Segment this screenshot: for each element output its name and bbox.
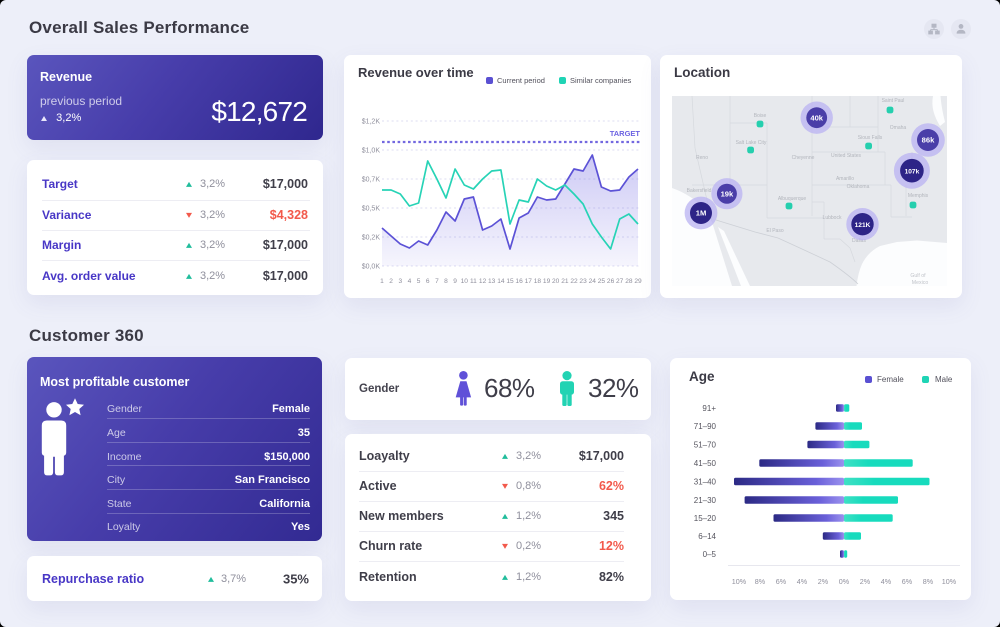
svg-text:Omaha: Omaha — [890, 125, 907, 131]
svg-text:Boise: Boise — [754, 113, 767, 119]
svg-text:29: 29 — [634, 278, 642, 285]
svg-text:$1,0K: $1,0K — [362, 148, 381, 155]
svg-text:0–5: 0–5 — [703, 550, 717, 559]
svg-text:51–70: 51–70 — [694, 440, 717, 449]
svg-text:15: 15 — [506, 278, 514, 285]
svg-text:$0,5K: $0,5K — [362, 206, 381, 213]
svg-text:Oklahoma: Oklahoma — [847, 184, 870, 190]
svg-text:6%: 6% — [902, 577, 913, 586]
svg-text:19k: 19k — [721, 189, 734, 198]
svg-text:El Paso: El Paso — [766, 228, 783, 234]
svg-text:$1,2K: $1,2K — [362, 119, 381, 126]
svg-text:3: 3 — [398, 278, 402, 285]
svg-text:6%: 6% — [776, 577, 787, 586]
svg-text:21–30: 21–30 — [694, 496, 717, 505]
svg-text:28: 28 — [625, 278, 633, 285]
svg-text:41–50: 41–50 — [694, 459, 717, 468]
svg-text:5: 5 — [417, 278, 421, 285]
svg-text:18: 18 — [534, 278, 542, 285]
svg-text:15–20: 15–20 — [694, 514, 717, 523]
svg-text:Reno: Reno — [696, 155, 708, 161]
svg-text:24: 24 — [589, 278, 597, 285]
svg-text:10: 10 — [461, 278, 469, 285]
svg-text:23: 23 — [579, 278, 587, 285]
svg-text:25: 25 — [598, 278, 606, 285]
svg-text:4: 4 — [408, 278, 412, 285]
svg-text:10%: 10% — [942, 577, 957, 586]
svg-text:Bakersfield: Bakersfield — [687, 188, 712, 194]
svg-text:86k: 86k — [922, 136, 935, 145]
svg-text:40k: 40k — [810, 113, 823, 122]
svg-text:19: 19 — [543, 278, 551, 285]
svg-text:21: 21 — [561, 278, 569, 285]
svg-text:Gulf of: Gulf of — [910, 273, 926, 279]
svg-text:9: 9 — [453, 278, 457, 285]
svg-text:10%: 10% — [732, 577, 747, 586]
svg-text:Amarillo: Amarillo — [836, 176, 854, 182]
svg-text:2%: 2% — [860, 577, 871, 586]
svg-text:Lubbock: Lubbock — [823, 215, 842, 221]
svg-text:17: 17 — [525, 278, 533, 285]
svg-text:1: 1 — [380, 278, 384, 285]
svg-text:Saint Paul: Saint Paul — [882, 98, 905, 104]
svg-text:2: 2 — [389, 278, 393, 285]
svg-text:11: 11 — [470, 278, 477, 285]
svg-text:31–40: 31–40 — [694, 477, 717, 486]
svg-text:$0,2K: $0,2K — [362, 235, 381, 242]
svg-text:4%: 4% — [797, 577, 808, 586]
svg-text:$0,7K: $0,7K — [362, 177, 381, 184]
svg-text:6–14: 6–14 — [698, 532, 716, 541]
svg-text:12: 12 — [479, 278, 487, 285]
svg-text:United States: United States — [831, 153, 862, 159]
svg-text:13: 13 — [488, 278, 496, 285]
svg-text:20: 20 — [552, 278, 560, 285]
svg-text:1M: 1M — [696, 209, 707, 218]
svg-text:Mexico: Mexico — [912, 280, 929, 286]
svg-text:8%: 8% — [923, 577, 934, 586]
svg-text:91+: 91+ — [702, 404, 716, 413]
svg-text:22: 22 — [570, 278, 578, 285]
svg-text:121K: 121K — [855, 222, 871, 229]
svg-text:27: 27 — [616, 278, 624, 285]
svg-text:Memphis: Memphis — [908, 193, 929, 199]
svg-text:4%: 4% — [881, 577, 892, 586]
svg-text:8%: 8% — [755, 577, 766, 586]
svg-text:Albuquerque: Albuquerque — [778, 196, 807, 202]
svg-text:Salt Lake City: Salt Lake City — [736, 140, 767, 146]
svg-text:TARGET: TARGET — [610, 129, 641, 138]
svg-text:Sioux Falls: Sioux Falls — [858, 135, 883, 141]
svg-text:Cheyenne: Cheyenne — [792, 155, 815, 161]
svg-text:0%: 0% — [839, 577, 850, 586]
svg-text:26: 26 — [607, 278, 615, 285]
svg-text:7: 7 — [435, 278, 439, 285]
svg-text:8: 8 — [444, 278, 448, 285]
svg-text:107k: 107k — [905, 168, 920, 175]
svg-text:2%: 2% — [818, 577, 829, 586]
svg-text:$0,0K: $0,0K — [362, 264, 381, 271]
svg-text:16: 16 — [515, 278, 523, 285]
svg-text:6: 6 — [426, 278, 430, 285]
svg-text:71–90: 71–90 — [694, 422, 717, 431]
svg-text:14: 14 — [497, 278, 505, 285]
svg-text:Dallas: Dallas — [852, 238, 866, 244]
